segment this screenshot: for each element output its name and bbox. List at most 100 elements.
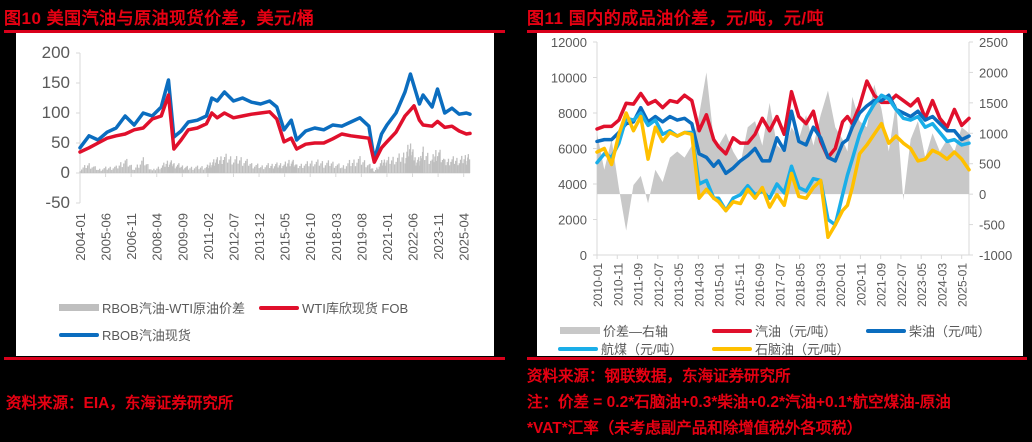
spread-bar xyxy=(289,166,291,173)
x-tick-label: 2015-11 xyxy=(733,263,747,306)
x-tick-label: 2006-11 xyxy=(124,213,139,260)
x-tick-label: 2012-07 xyxy=(226,213,241,261)
spread-bar xyxy=(258,168,260,173)
x-tick-label: 2010-11 xyxy=(611,263,625,306)
x-tick-label: 2016-09 xyxy=(753,263,767,307)
spread-bar xyxy=(432,154,434,173)
left-figure-title: 图10 美国汽油与原油现货价差，美元/桶 xyxy=(4,9,315,28)
spread-bar xyxy=(444,159,446,173)
spread-bar xyxy=(404,163,406,173)
spread-bar xyxy=(393,164,396,173)
spread-bar xyxy=(112,168,114,173)
x-tick-label: 2023-11 xyxy=(431,213,446,260)
spread-bar xyxy=(189,168,191,173)
spread-bar xyxy=(173,163,175,173)
spread-bar xyxy=(409,143,412,173)
spread-bar xyxy=(215,159,218,173)
spread-bar xyxy=(240,157,242,173)
spread-bar xyxy=(252,168,254,173)
spread-bar xyxy=(270,165,272,173)
spread-bar xyxy=(196,165,199,173)
spread-bar xyxy=(345,166,348,173)
y-tick-label: 0 xyxy=(580,248,587,263)
spread-bar xyxy=(463,159,465,173)
spread-bar xyxy=(293,166,295,173)
spread-bar xyxy=(329,165,331,173)
spread-bar xyxy=(231,164,233,173)
spread-bar xyxy=(363,160,366,173)
spread-bar xyxy=(327,160,330,173)
spread-bar xyxy=(115,165,117,173)
spread-bar xyxy=(308,166,310,173)
spread-bar xyxy=(372,168,374,173)
spread-bar xyxy=(109,166,111,173)
spread-bar xyxy=(440,162,442,173)
spread-bar xyxy=(396,157,399,173)
left-chart-svg: -50 0 50 100 150 200 2004-01 2005-06 2006-11 2008… xyxy=(42,43,472,261)
spread-bar xyxy=(220,156,222,173)
x-tick-label: 2015-01 xyxy=(713,263,727,307)
spread-bar xyxy=(229,156,232,173)
spread-bar xyxy=(294,165,296,173)
spread-bar xyxy=(283,164,285,173)
spread-bar xyxy=(330,163,333,173)
series-line xyxy=(78,72,472,162)
spread-bar xyxy=(317,159,319,173)
spread-bar xyxy=(392,156,394,173)
spread-bar xyxy=(226,162,229,173)
spread-bar xyxy=(447,158,450,173)
spread-bar xyxy=(437,156,439,173)
spread-bar xyxy=(245,160,247,173)
spread-bar xyxy=(377,169,379,173)
spread-bar xyxy=(302,167,304,173)
spread-bar xyxy=(135,167,137,173)
x-tick-label: 2015-05 xyxy=(278,213,293,261)
series-line xyxy=(595,93,971,227)
spread-bar xyxy=(417,159,419,173)
x-tick-label: 2014-03 xyxy=(692,263,706,307)
spread-bar xyxy=(124,160,126,173)
x-tick-label: 2013-05 xyxy=(672,263,686,307)
x-tick-label: 2024-03 xyxy=(935,263,949,307)
spread-bar xyxy=(371,168,373,173)
spread-bar xyxy=(201,166,203,173)
spread-bar xyxy=(216,157,219,173)
spread-bar xyxy=(255,165,257,173)
y-tick-label: 4000 xyxy=(558,177,587,192)
spread-bar xyxy=(418,157,420,173)
spread-bar xyxy=(136,164,138,173)
y-tick-label: 6000 xyxy=(558,142,587,157)
spread-bar xyxy=(156,168,158,173)
spread-bar xyxy=(339,168,342,173)
y2-tick-label: 2000 xyxy=(979,65,1008,80)
spread-bar xyxy=(409,149,411,173)
spread-bar xyxy=(106,169,108,173)
spread-bar xyxy=(321,161,324,173)
spread-bar xyxy=(333,167,336,173)
spread-bar xyxy=(320,163,322,173)
spread-bar xyxy=(120,162,122,173)
left-source-text: 资料来源：EIA，东海证券研究所 xyxy=(6,395,234,412)
spread-bar xyxy=(193,168,196,173)
spread-bar xyxy=(311,160,313,173)
spread-bar xyxy=(360,164,363,173)
spread-area xyxy=(597,72,969,231)
y-tick-label: 12000 xyxy=(551,35,587,50)
x-tick-label: 2023-05 xyxy=(915,263,929,307)
spread-bar xyxy=(462,163,464,173)
spread-bar xyxy=(354,166,357,173)
spread-bar xyxy=(219,160,221,173)
spread-bar xyxy=(192,169,194,173)
spread-bar xyxy=(386,160,388,173)
spread-bar xyxy=(178,163,180,173)
spread-bar xyxy=(300,163,302,173)
spread-bar xyxy=(366,165,369,173)
spread-bar xyxy=(424,160,426,173)
spread-bar xyxy=(368,164,370,173)
spread-bar xyxy=(461,155,463,173)
spread-bar xyxy=(324,165,327,173)
spread-bar xyxy=(369,163,371,173)
spread-bar xyxy=(350,166,352,173)
spread-bar xyxy=(356,162,358,173)
spread-bar xyxy=(387,156,390,173)
